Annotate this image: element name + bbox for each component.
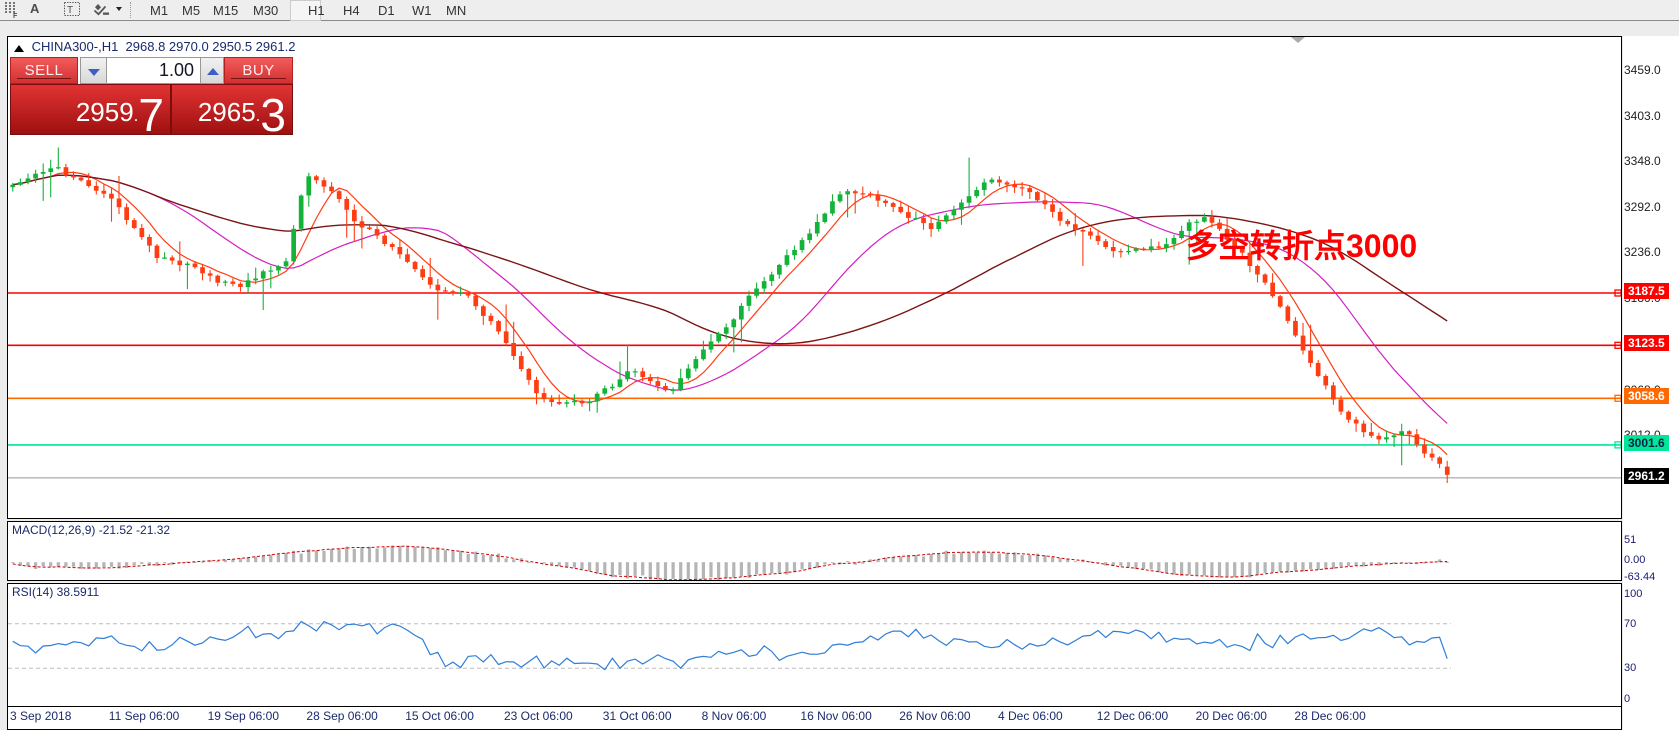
svg-text:F: F	[13, 13, 18, 19]
svg-text:T: T	[67, 5, 73, 16]
